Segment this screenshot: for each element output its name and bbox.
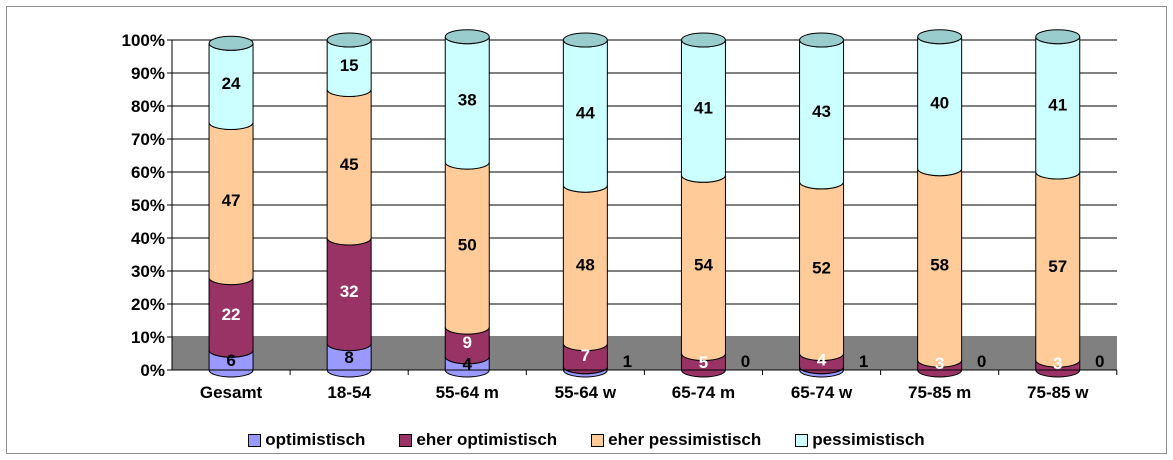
data-label: 54 [694, 255, 713, 274]
data-label: 24 [222, 74, 241, 93]
data-label: 1 [623, 352, 632, 371]
data-label: 4 [463, 354, 473, 373]
legend-label-optimistisch: optimistisch [265, 430, 366, 449]
cylinder-top-cap [208, 35, 254, 51]
cylinder-65-74-w: 1 4 52 43 [799, 32, 868, 378]
y-tick-label: 20% [131, 295, 165, 314]
y-tick-label: 50% [131, 196, 165, 215]
cylinder-55-64-m: 4 9 50 38 [444, 29, 490, 378]
x-tick-label: 65-74 m [672, 383, 735, 402]
data-label: 8 [344, 348, 353, 367]
y-tick-label: 70% [131, 130, 165, 149]
data-label: 0 [1095, 352, 1104, 371]
legend-item-pessimistisch: pessimistisch [795, 430, 925, 450]
bars: 6 22 47 24 8 32 45 15 4 9 50 38 1 7 48 44 0 5 54 41 1 4 52 43 0 3… [208, 29, 1104, 378]
legend-item-eher-pessimistisch: eher pessimistisch [591, 430, 761, 450]
y-tick-label: 90% [131, 64, 165, 83]
legend-swatch-eher-pessimistisch [591, 433, 605, 447]
cylinder-top-cap [562, 32, 608, 48]
y-tick-label: 40% [131, 229, 165, 248]
data-label: 32 [340, 282, 359, 301]
cylinder-top-cap [680, 32, 726, 48]
data-label: 6 [226, 351, 235, 370]
data-label: 57 [1048, 257, 1067, 276]
data-label: 3 [1053, 354, 1062, 373]
cylinder-top-cap [799, 32, 845, 48]
y-tick-label: 0% [140, 361, 165, 380]
data-label: 58 [930, 255, 949, 274]
data-label: 0 [977, 352, 986, 371]
data-label: 40 [930, 94, 949, 113]
data-label: 50 [458, 236, 477, 255]
y-tick-label: 60% [131, 163, 165, 182]
axes: 0% 10% 20% 30% 40% 50% 60% 70% 80% 90% 100% Gesamt 1… [122, 31, 1118, 402]
data-label: 41 [1048, 95, 1067, 114]
data-label: 43 [812, 102, 831, 121]
y-tick-label: 10% [131, 328, 165, 347]
cylinder-65-74-m: 0 5 54 41 [680, 32, 750, 378]
data-label: 5 [699, 353, 708, 372]
cylinder-top-cap [1035, 29, 1081, 45]
cylinder-75-85-m: 0 3 58 40 [917, 29, 986, 378]
cylinder-gesamt: 6 22 47 24 [208, 35, 254, 378]
data-label: 0 [741, 352, 750, 371]
cylinder-top-cap [326, 32, 372, 48]
legend: optimistisch eher optimistisch eher pess… [0, 428, 1173, 452]
legend-label-eher-optimistisch: eher optimistisch [416, 430, 558, 449]
cylinder-55-64-w: 1 7 48 44 [562, 32, 632, 378]
y-tick-label: 100% [122, 31, 165, 50]
legend-swatch-optimistisch [248, 433, 262, 447]
cylinder-75-85-w: 0 3 57 41 [1035, 29, 1104, 378]
legend-item-optimistisch: optimistisch [248, 430, 365, 450]
cylinder-top-cap [444, 29, 490, 45]
gridlines [172, 39, 1117, 338]
legend-label-eher-pessimistisch: eher pessimistisch [608, 430, 762, 449]
x-tick-label: 55-64 w [555, 383, 617, 402]
data-label: 44 [576, 104, 595, 123]
legend-label-pessimistisch: pessimistisch [812, 430, 925, 449]
chart-floor [172, 338, 1117, 370]
x-tick-label: 75-85 w [1027, 383, 1089, 402]
floor-band [172, 338, 1117, 370]
data-label: 9 [463, 333, 472, 352]
data-label: 48 [576, 255, 595, 274]
x-tick-label: 65-74 w [791, 383, 853, 402]
data-label: 47 [222, 191, 241, 210]
data-label: 45 [340, 155, 359, 174]
x-tick-label: 18-54 [327, 383, 371, 402]
data-label: 4 [817, 351, 827, 370]
cylinder-18-54: 8 32 45 15 [326, 32, 372, 378]
data-label: 1 [859, 352, 868, 371]
data-label: 22 [222, 305, 241, 324]
legend-swatch-pessimistisch [795, 433, 809, 447]
data-label: 15 [340, 56, 359, 75]
legend-item-eher-optimistisch: eher optimistisch [399, 430, 557, 450]
data-label: 52 [812, 259, 831, 278]
data-label: 41 [694, 99, 713, 118]
cylinder-top-cap [917, 29, 963, 45]
x-tick-label: 55-64 m [436, 383, 499, 402]
data-label: 38 [458, 90, 477, 109]
y-tick-label: 30% [131, 262, 165, 281]
x-tick-label: Gesamt [200, 383, 263, 402]
y-tick-label: 80% [131, 97, 165, 116]
data-label: 7 [581, 346, 590, 365]
legend-swatch-eher-optimistisch [399, 433, 413, 447]
data-label: 3 [935, 354, 944, 373]
x-tick-label: 75-85 m [908, 383, 971, 402]
